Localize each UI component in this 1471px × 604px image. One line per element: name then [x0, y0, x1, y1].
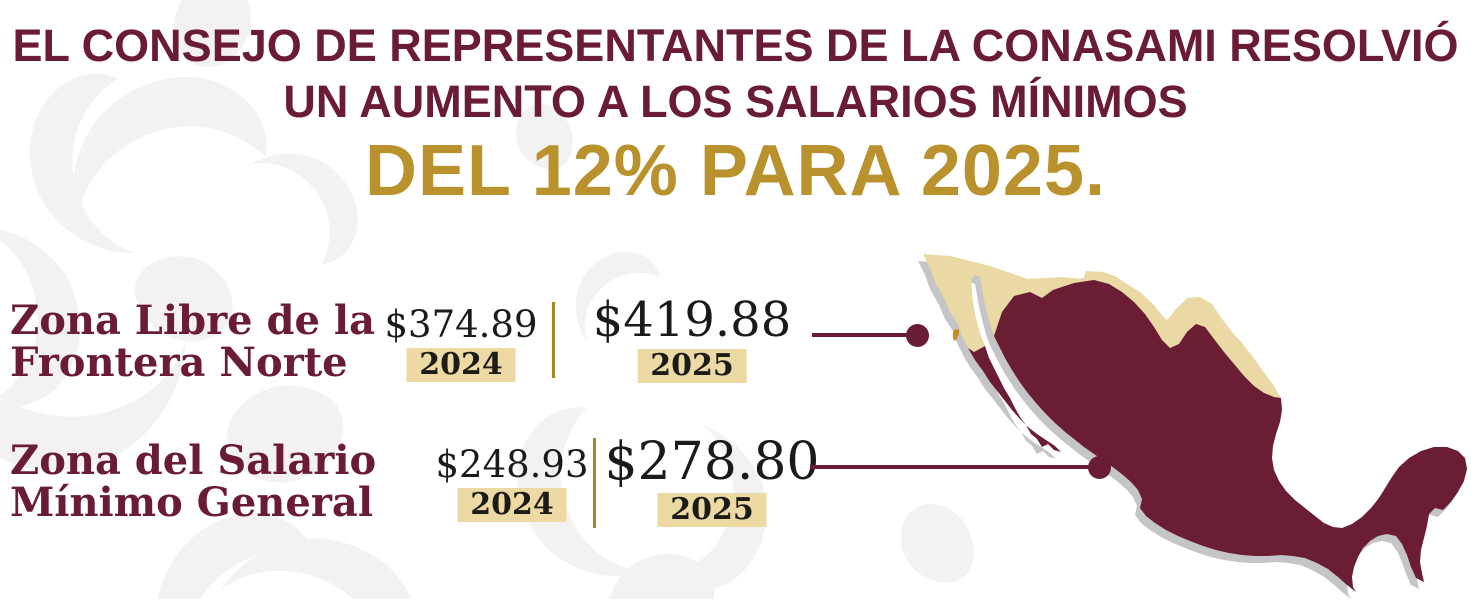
year-badge-2024: 2024	[457, 488, 567, 522]
zone-north-new-wage: $419.88 2025	[592, 292, 792, 383]
zone-label-line: Zona Libre de la	[10, 297, 375, 344]
gulf-island-marker	[952, 329, 960, 341]
zone-general-new-wage: $278.80 2025	[604, 432, 820, 527]
connector-line-general-zone	[810, 465, 1090, 469]
year-badge-2025: 2025	[637, 349, 747, 383]
title-block: EL CONSEJO DE REPRESENTANTES DE LA CONAS…	[0, 18, 1471, 212]
general-zone-region-mainland	[994, 280, 1467, 592]
zone-general-label: Zona del Salario Mínimo General	[10, 437, 377, 527]
title-line-1: EL CONSEJO DE REPRESENTANTES DE LA CONAS…	[12, 20, 1459, 71]
zone-north-previous-wage: $374.89 2024	[384, 303, 538, 382]
zone-north-border-label: Zona Libre de la Frontera Norte	[10, 297, 375, 387]
wage-amount-2025: $278.80	[604, 432, 820, 492]
connector-dot-north-zone	[906, 324, 929, 347]
title-highlight-line: DEL 12% PARA 2025.	[365, 131, 1106, 211]
wage-amount-2025: $419.88	[592, 292, 792, 348]
general-zone-region-baja	[968, 346, 1061, 452]
title-line-2: UN AUMENTO A LOS SALARIOS MÍNIMOS	[283, 76, 1188, 127]
year-badge-2024: 2024	[406, 348, 516, 382]
zone-label-line: Zona del Salario	[10, 437, 377, 484]
zone-general-previous-wage: $248.93 2024	[435, 443, 589, 522]
connector-dot-general-zone	[1088, 456, 1111, 479]
connector-line-north-zone	[812, 333, 907, 337]
wage-amount-2024: $374.89	[384, 303, 538, 346]
wage-amount-2024: $248.93	[435, 443, 589, 486]
gold-divider	[593, 438, 596, 528]
gold-divider	[552, 302, 555, 378]
year-badge-2025: 2025	[657, 493, 767, 527]
zone-label-line: Frontera Norte	[10, 339, 348, 387]
mexico-map	[890, 240, 1471, 599]
border-zone-region	[923, 254, 1281, 398]
zone-label-line: Mínimo General	[10, 479, 374, 527]
